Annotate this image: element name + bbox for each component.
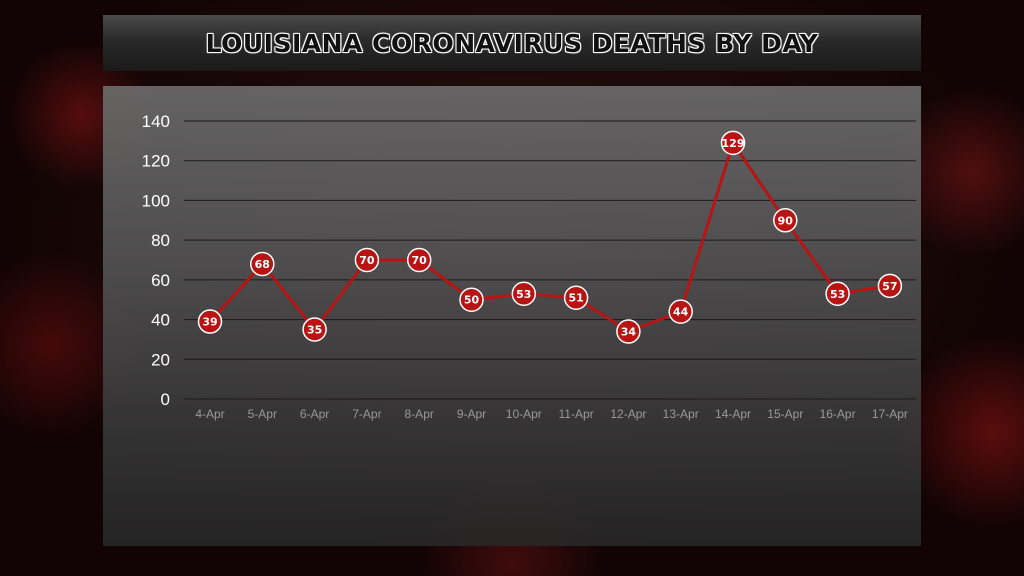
data-point — [616, 319, 641, 344]
x-tick-label: 17-Apr — [872, 407, 908, 421]
data-point — [302, 317, 327, 342]
data-label: 35 — [307, 324, 322, 337]
x-tick-label: 9-Apr — [457, 407, 486, 421]
title-band — [103, 15, 921, 71]
data-point — [406, 247, 432, 273]
data-point — [668, 299, 693, 324]
data-point — [459, 287, 484, 312]
data-label: 70 — [412, 254, 428, 267]
y-tick-label: 100 — [142, 191, 170, 210]
data-label: 90 — [778, 214, 794, 227]
x-tick-label: 12-Apr — [610, 407, 646, 421]
x-tick-label: 15-Apr — [767, 407, 803, 421]
y-tick-label: 20 — [151, 350, 170, 369]
y-tick-label: 140 — [142, 112, 170, 131]
series-deaths: 39 68 35 70 70 50 53 51 34 44 129 90 53 57 — [197, 130, 903, 344]
y-tick-label: 0 — [161, 390, 170, 409]
chart-panel — [103, 86, 921, 546]
x-tick-label: 11-Apr — [559, 407, 594, 421]
data-label: 44 — [673, 306, 689, 319]
gridlines — [184, 120, 916, 400]
series-line — [208, 141, 891, 333]
data-label: 57 — [882, 280, 897, 293]
data-label: 34 — [621, 325, 637, 338]
x-axis-ticks: 4-Apr 5-Apr 6-Apr 7-Apr 8-Apr 9-Apr 10-Apr 11-A… — [195, 407, 908, 421]
data-point — [197, 309, 223, 334]
data-point — [877, 273, 903, 299]
x-tick-label: 4-Apr — [195, 407, 224, 421]
data-label: 70 — [359, 254, 375, 267]
data-point — [720, 130, 746, 156]
x-tick-label: 8-Apr — [405, 407, 434, 421]
data-label: 53 — [830, 288, 845, 301]
x-tick-label: 14-Apr — [715, 407, 751, 421]
data-point — [773, 208, 798, 233]
y-tick-label: 80 — [151, 231, 170, 250]
data-point — [825, 281, 850, 307]
data-label: 39 — [202, 316, 217, 329]
y-tick-label: 60 — [151, 271, 170, 290]
data-point — [354, 247, 380, 273]
y-axis-ticks: 0 20 40 60 80 100 120 140 — [142, 112, 170, 409]
x-tick-label: 5-Apr — [248, 407, 277, 421]
data-point — [511, 281, 537, 307]
x-tick-label: 7-Apr — [352, 407, 381, 421]
chart-title: LOUISIANA CORONAVIRUS DEATHS BY DAY — [205, 28, 819, 58]
data-label: 50 — [464, 294, 480, 307]
x-tick-label: 10-Apr — [506, 407, 542, 421]
data-label: 53 — [516, 288, 531, 301]
x-tick-label: 13-Apr — [663, 407, 699, 421]
y-tick-label: 40 — [151, 311, 170, 330]
data-label: 68 — [255, 258, 270, 271]
data-label: 129 — [722, 137, 745, 150]
x-tick-label: 16-Apr — [820, 407, 856, 421]
y-tick-label: 120 — [142, 152, 170, 171]
x-tick-label: 6-Apr — [300, 407, 329, 421]
data-point — [250, 251, 275, 277]
data-label: 51 — [568, 292, 583, 305]
data-point — [563, 285, 589, 310]
